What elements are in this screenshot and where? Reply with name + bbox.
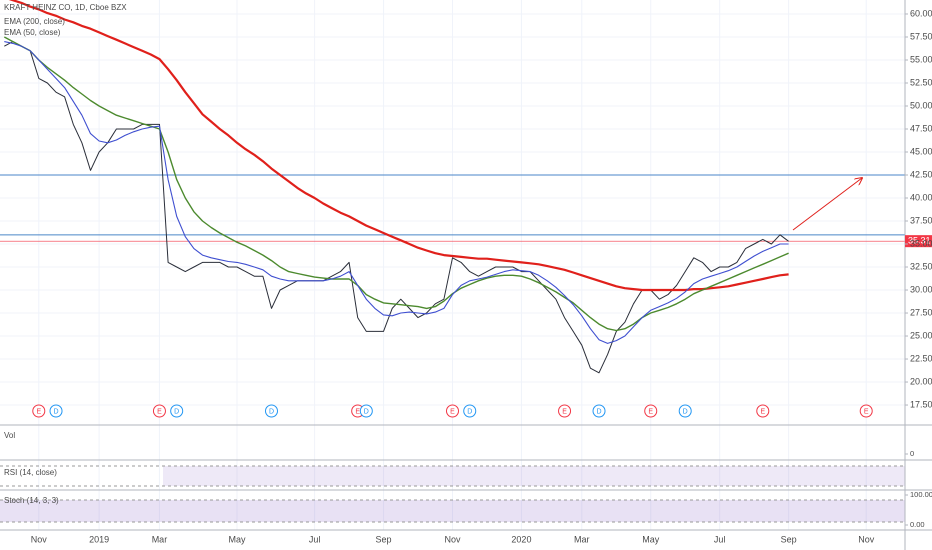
event-marker: [265, 404, 278, 418]
chart-title: KRAFT HEINZ CO, 1D, Cboe BZX: [4, 3, 127, 12]
y-tick-label: 20.00: [910, 376, 932, 386]
event-label: D: [53, 408, 58, 415]
x-tick-label: Jul: [309, 534, 321, 544]
event-marker: [446, 404, 459, 418]
pane-tick-label: 100.00: [910, 490, 932, 499]
x-tick-label: Sep: [376, 534, 392, 544]
event-marker: [592, 404, 606, 418]
y-tick-label: 55.00: [910, 54, 932, 64]
y-tick-label: 27.50: [910, 307, 932, 317]
y-tick-label: 57.50: [910, 31, 932, 41]
series-line: [8, 0, 789, 292]
x-tick-label: May: [642, 534, 660, 544]
event-marker: [859, 404, 873, 418]
pane-tick-label: 0: [910, 449, 914, 458]
event-label: E: [562, 408, 567, 415]
y-tick-label: 22.50: [910, 353, 932, 363]
last-price-label: 35.31: [908, 236, 931, 246]
x-tick-label: 2019: [89, 534, 109, 544]
event-label: D: [364, 408, 369, 415]
overlay: 35.31: [905, 235, 932, 248]
y-tick-label: 17.50: [910, 399, 932, 409]
y-tick-label: 47.50: [910, 123, 932, 133]
x-tick-label: Nov: [858, 534, 875, 544]
y-tick-label: 32.50: [910, 261, 932, 271]
event-label: D: [596, 408, 601, 415]
event-marker: [678, 404, 692, 418]
pane-title: Vol: [4, 431, 15, 440]
event-marker: [170, 404, 184, 418]
y-tick-label: 42.50: [910, 169, 932, 179]
event-label: E: [36, 408, 41, 415]
y-tick-label: 37.50: [910, 215, 932, 225]
event-label: E: [355, 408, 360, 415]
pane-tick-label: 0.00: [910, 520, 925, 529]
event-label: D: [174, 408, 179, 415]
event-label: E: [450, 408, 455, 415]
event-marker: [644, 404, 658, 418]
y-tick-label: 52.50: [910, 77, 932, 87]
series-line: [3, 36, 789, 332]
stoch-band: [0, 500, 905, 522]
event-marker: [49, 404, 63, 418]
x-tick-label: May: [229, 534, 247, 544]
plot-area: [0, 0, 905, 374]
event-label: D: [467, 408, 472, 415]
y-tick-label: 50.00: [910, 100, 932, 110]
event-marker: [463, 404, 477, 418]
x-tick-label: 2020: [511, 534, 531, 544]
annotation-arrow: [792, 178, 862, 231]
legend-entry: EMA (50, close): [4, 28, 61, 37]
y-tick-label: 30.00: [910, 284, 932, 294]
event-marker: [756, 404, 770, 418]
event-label: E: [648, 408, 653, 415]
y-tick-label: 25.00: [910, 330, 932, 340]
event-label: E: [157, 408, 162, 415]
last-price-tag: [905, 235, 932, 248]
y-tick-label: 60.00: [910, 8, 932, 18]
y-tick-label: 40.00: [910, 192, 932, 202]
x-tick-label: Mar: [574, 534, 590, 544]
x-tick-label: Jul: [714, 534, 726, 544]
x-tick-label: Nov: [31, 534, 48, 544]
event-marker: [359, 404, 373, 418]
event-marker: [152, 404, 166, 418]
legend-entry: EMA (200, close): [4, 17, 65, 26]
y-tick-label: 35.00: [910, 238, 932, 248]
event-label: D: [683, 408, 688, 415]
series-line: [4, 41, 789, 344]
x-tick-label: Nov: [444, 534, 461, 544]
rsi-band: [163, 466, 905, 486]
event-label: E: [864, 408, 869, 415]
pane-title: Stoch (14, 3, 3): [4, 496, 59, 505]
event-label: E: [760, 408, 765, 415]
y-tick-label: 45.00: [910, 146, 932, 156]
event-label: D: [269, 408, 274, 415]
pane-title: RSI (14, close): [4, 468, 57, 477]
event-marker: [32, 404, 46, 418]
x-tick-label: Sep: [781, 534, 797, 544]
event-marker: [558, 404, 572, 418]
x-tick-label: Mar: [152, 534, 168, 544]
